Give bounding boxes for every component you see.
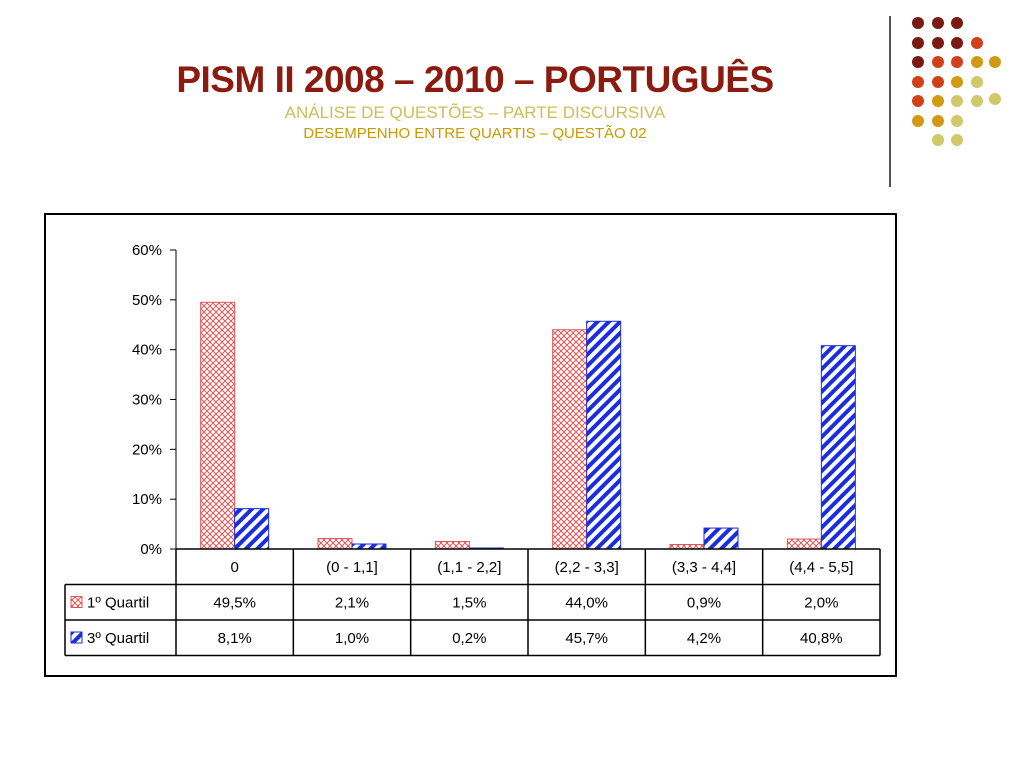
decorative-dot	[951, 75, 963, 88]
y-tick-label: 0%	[140, 541, 162, 558]
bar-q1	[434, 541, 470, 550]
data-label: 0,9%	[687, 595, 721, 612]
bar-q1	[200, 301, 236, 550]
bar-q3	[234, 508, 270, 550]
x-category-label: (1,1 - 2,2]	[437, 559, 501, 576]
bar-q1	[552, 329, 588, 550]
decorative-dot	[912, 95, 924, 107]
data-label: 44,0%	[565, 595, 608, 612]
x-category-label: (3,3 - 4,4]	[672, 559, 736, 576]
bar-q3	[586, 320, 622, 550]
bar-q3	[820, 345, 856, 550]
x-category-label: 0	[230, 559, 238, 576]
y-tick-label: 10%	[132, 491, 162, 508]
decorative-dot	[912, 17, 924, 29]
y-tick-label: 50%	[132, 292, 162, 309]
decorative-dot-grid	[0, 0, 1024, 200]
decorative-dot	[951, 56, 963, 68]
decorative-dot	[951, 17, 963, 29]
decorative-dot	[970, 75, 983, 88]
legend-label: 1º Quartil	[87, 595, 149, 612]
decorative-dot	[951, 134, 963, 146]
data-label: 1,5%	[452, 595, 486, 612]
header-divider-line	[889, 16, 891, 187]
decorative-dot	[951, 36, 963, 49]
decorative-dot	[951, 114, 963, 127]
decorative-dot	[931, 17, 944, 29]
data-label: 45,7%	[565, 630, 608, 647]
data-label: 4,2%	[687, 630, 721, 647]
decorative-dot	[912, 36, 924, 49]
decorative-dot	[931, 95, 944, 107]
x-category-label: (2,2 - 3,3]	[555, 559, 619, 576]
decorative-dot	[912, 56, 924, 68]
y-tick-label: 20%	[132, 441, 162, 458]
data-label: 1,0%	[335, 630, 369, 647]
decorative-dot	[931, 114, 944, 127]
legend-swatch	[70, 596, 83, 608]
bar-q3	[703, 527, 739, 550]
decorative-dot	[931, 75, 944, 88]
data-label: 2,1%	[335, 595, 369, 612]
decorative-dot	[989, 56, 1001, 68]
x-category-label: (0 - 1,1]	[326, 559, 378, 576]
decorative-dot	[931, 134, 944, 146]
chart-frame	[44, 213, 897, 677]
data-label: 49,5%	[213, 595, 256, 612]
x-category-label: (4,4 - 5,5]	[789, 559, 853, 576]
legend-swatch	[70, 631, 83, 644]
y-tick-label: 60%	[132, 242, 162, 259]
bar-q1	[786, 538, 822, 550]
data-label: 40,8%	[800, 630, 843, 647]
y-tick-label: 40%	[132, 342, 162, 359]
decorative-dot	[931, 56, 944, 68]
decorative-dot	[912, 114, 924, 127]
chart-caption: DESEMPENHO ENTRE QUARTIS – QUESTÃO 02	[303, 125, 647, 142]
decorative-dot	[912, 75, 924, 88]
page-title: PISM II 2008 – 2010 – PORTUGUÊS	[176, 59, 774, 100]
y-tick-label: 30%	[132, 392, 162, 409]
decorative-dot	[970, 36, 983, 49]
data-label: 2,0%	[804, 595, 838, 612]
data-label: 8,1%	[218, 630, 252, 647]
decorative-dot	[970, 95, 983, 107]
bar-q1	[317, 538, 353, 550]
decorative-dot	[989, 93, 1001, 105]
legend-label: 3º Quartil	[87, 630, 149, 647]
decorative-dot	[970, 56, 983, 68]
data-label: 0,2%	[452, 630, 486, 647]
decorative-dot	[951, 95, 963, 107]
decorative-dot	[931, 36, 944, 49]
title-block: PISM II 2008 – 2010 – PORTUGUÊS ANÁLISE …	[0, 58, 950, 144]
page-subtitle: ANÁLISE DE QUESTÕES – PARTE DISCURSIVA	[284, 103, 666, 122]
